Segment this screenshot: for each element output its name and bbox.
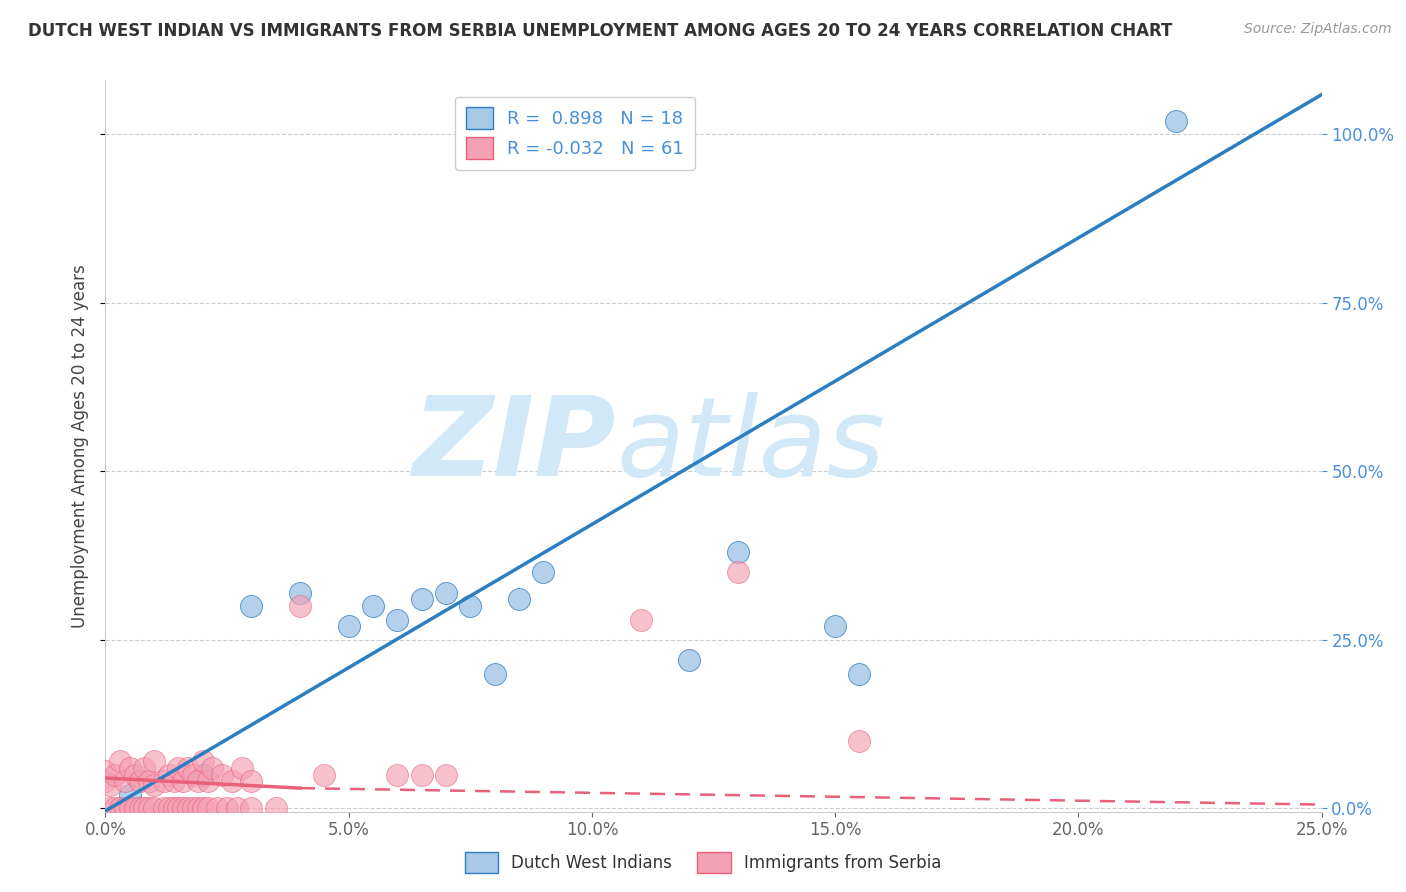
Point [104,767,127,781]
Text: Source: ZipAtlas.com: Source: ZipAtlas.com [1244,22,1392,37]
Point [94,764,117,779]
Point [157,767,180,781]
Point [848,666,870,681]
Point [134,761,156,775]
Point [191,767,214,781]
Point [531,566,554,580]
Point [187,801,209,815]
Point [231,761,253,775]
Point [94,774,117,789]
Point [108,754,131,768]
Point [118,801,141,815]
Point [167,801,190,815]
Point [848,734,870,748]
Point [411,592,433,607]
Point [240,801,263,815]
Point [167,761,190,775]
Point [172,774,194,789]
Point [727,545,749,559]
Point [104,801,127,815]
Y-axis label: Unemployment Among Ages 20 to 24 years: Unemployment Among Ages 20 to 24 years [72,264,90,628]
Point [181,801,204,815]
Point [434,585,457,599]
Point [288,599,311,613]
Text: ZIP: ZIP [413,392,616,500]
Point [177,801,200,815]
Legend: R =  0.898   N = 18, R = -0.032   N = 61: R = 0.898 N = 18, R = -0.032 N = 61 [456,96,695,169]
Point [143,778,166,792]
Point [134,801,156,815]
Point [191,754,214,768]
Point [153,774,176,789]
Point [98,778,121,792]
Point [197,801,219,815]
Point [1164,113,1187,128]
Point [138,801,160,815]
Text: atlas: atlas [616,392,884,500]
Point [678,653,700,667]
Point [172,801,194,815]
Point [217,801,239,815]
Point [458,599,481,613]
Point [181,767,204,781]
Point [361,599,384,613]
Point [114,774,136,789]
Legend: Dutch West Indians, Immigrants from Serbia: Dutch West Indians, Immigrants from Serb… [458,846,948,880]
Point [264,801,287,815]
Point [508,592,530,607]
Point [128,801,150,815]
Point [387,613,409,627]
Point [162,774,184,789]
Point [197,774,219,789]
Point [240,774,263,789]
Point [630,613,652,627]
Point [114,801,136,815]
Point [138,774,160,789]
Point [143,801,166,815]
Point [221,774,243,789]
Point [211,767,233,781]
Point [434,767,457,781]
Point [108,801,131,815]
Point [201,761,224,775]
Point [143,754,166,768]
Point [162,801,184,815]
Point [187,774,209,789]
Point [824,619,846,633]
Point [124,801,146,815]
Text: DUTCH WEST INDIAN VS IMMIGRANTS FROM SERBIA UNEMPLOYMENT AMONG AGES 20 TO 24 YEA: DUTCH WEST INDIAN VS IMMIGRANTS FROM SER… [28,22,1173,40]
Point [118,761,141,775]
Point [128,774,150,789]
Point [118,788,141,802]
Point [411,767,433,781]
Point [240,599,263,613]
Point [337,619,360,633]
Point [484,666,506,681]
Point [225,801,247,815]
Point [727,566,749,580]
Point [98,801,121,815]
Point [191,801,214,815]
Point [177,761,200,775]
Point [157,801,180,815]
Point [153,801,176,815]
Point [314,767,336,781]
Point [124,767,146,781]
Point [387,767,409,781]
Point [288,585,311,599]
Point [207,801,229,815]
